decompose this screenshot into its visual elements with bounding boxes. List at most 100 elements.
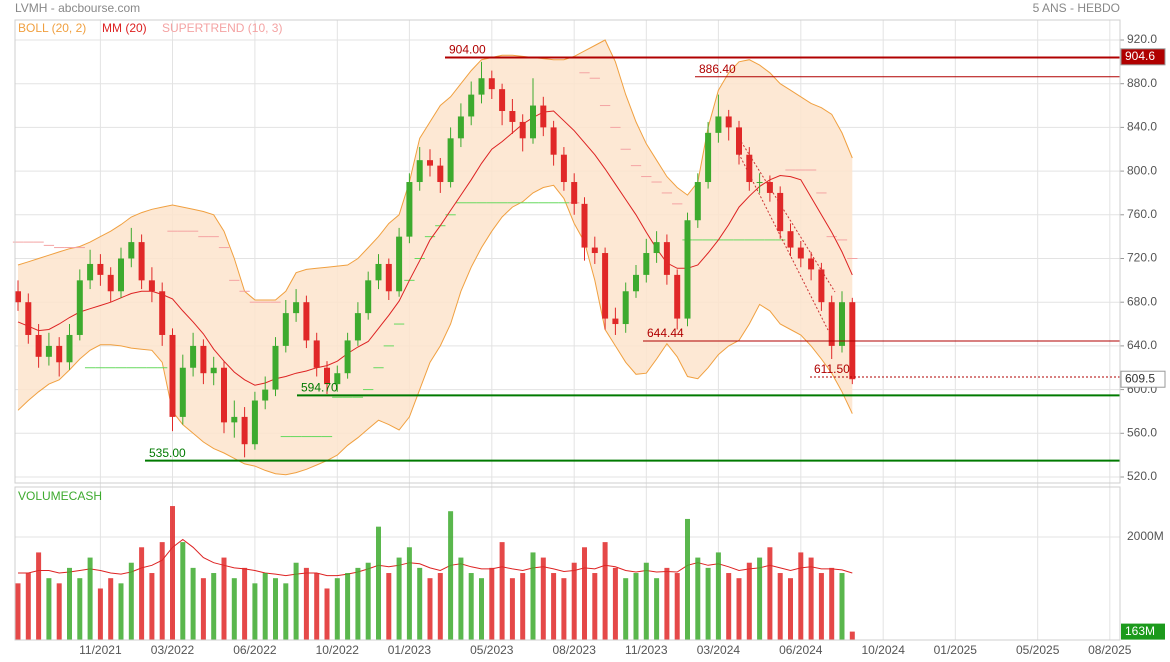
candle-body xyxy=(674,274,681,319)
volume-bar xyxy=(602,542,608,640)
candle-body xyxy=(406,182,413,237)
x-tick-label: 08/2023 xyxy=(553,643,597,657)
candle-body xyxy=(190,345,197,368)
volume-title: VOLUMECASH xyxy=(18,489,102,503)
volume-bar xyxy=(211,573,217,640)
volume-bar xyxy=(777,573,783,640)
legend-entry: SUPERTREND (10, 3) xyxy=(162,21,282,35)
x-tick-label: 10/2022 xyxy=(316,643,360,657)
volume-bar xyxy=(540,557,546,640)
volume-bar xyxy=(417,567,423,640)
candle-body xyxy=(839,302,845,346)
volume-bar xyxy=(437,573,443,640)
volume-bar xyxy=(252,583,258,640)
volume-bar xyxy=(592,573,598,640)
candle-body xyxy=(797,247,804,259)
candle-body xyxy=(602,253,609,319)
candle-body xyxy=(787,231,794,248)
candle-body xyxy=(138,242,145,281)
candle-body xyxy=(777,192,784,232)
candle-body xyxy=(581,203,588,248)
candle-body xyxy=(375,263,382,281)
candle-body xyxy=(519,121,526,139)
x-tick-label: 05/2023 xyxy=(470,643,514,657)
volume-bar xyxy=(396,557,402,640)
candle-body xyxy=(612,318,619,325)
candle-body xyxy=(293,302,300,314)
candle-body xyxy=(828,302,835,346)
candle-body xyxy=(66,334,73,363)
volume-bar xyxy=(334,578,340,640)
volume-bar xyxy=(365,562,371,640)
candle-body xyxy=(324,367,330,385)
volume-average xyxy=(18,538,853,577)
candle-body xyxy=(633,274,639,292)
volume-bar xyxy=(427,578,433,640)
volume-bar xyxy=(509,578,515,640)
volume-bar xyxy=(324,588,330,640)
candle-body xyxy=(416,160,423,183)
candle-body xyxy=(169,334,176,417)
volume-bar xyxy=(808,557,814,640)
volume-panel xyxy=(14,486,1121,641)
x-tick-label: 06/2022 xyxy=(233,643,277,657)
volume-bar xyxy=(293,562,299,640)
volume-bar xyxy=(674,573,680,640)
volume-bar xyxy=(499,542,505,640)
y-tick-label: 640.0 xyxy=(1127,338,1157,352)
volume-bar xyxy=(36,552,42,640)
candle-body xyxy=(694,182,701,221)
volume-bar xyxy=(458,557,464,640)
volume-bar xyxy=(551,573,557,640)
candle-body xyxy=(622,291,629,325)
volume-bar xyxy=(849,631,855,640)
candle-body xyxy=(210,367,217,374)
volume-bar xyxy=(736,578,742,640)
volume-bar xyxy=(705,567,711,640)
candle-body xyxy=(303,302,310,341)
volume-bar xyxy=(273,578,278,640)
volume-bar xyxy=(767,547,773,640)
volume-bar xyxy=(262,573,268,640)
candle-body xyxy=(45,345,52,357)
candle-body xyxy=(76,280,83,335)
volume-bar xyxy=(221,557,227,640)
volume-bar xyxy=(715,552,721,640)
x-tick-label: 06/2024 xyxy=(779,643,823,657)
candle-body xyxy=(200,345,207,374)
volume-bar xyxy=(654,578,660,640)
volume-bar xyxy=(386,573,392,640)
period: 5 ANS - HEBDO xyxy=(1033,1,1120,15)
y-tick-label: 520.0 xyxy=(1127,469,1157,483)
candle-body xyxy=(818,269,825,303)
candle-body xyxy=(396,236,403,292)
y-tick-label: 840.0 xyxy=(1127,120,1157,134)
candle-body xyxy=(221,367,227,423)
volume-bar xyxy=(314,573,320,640)
candle-body xyxy=(118,258,124,292)
volume-bar xyxy=(448,511,454,640)
volume-bar xyxy=(159,542,165,640)
volume-bar xyxy=(520,573,526,640)
candle-body xyxy=(684,220,691,319)
bollinger-upper xyxy=(17,39,853,301)
y-tick-label: 2000M xyxy=(1127,529,1164,543)
candle-body xyxy=(313,340,320,368)
volume-bar xyxy=(56,583,62,640)
candle-body xyxy=(159,291,166,335)
y-tick-label: 760.0 xyxy=(1127,207,1157,221)
candle-body xyxy=(468,94,475,117)
candle-body xyxy=(35,334,42,357)
volume-bar xyxy=(623,578,629,640)
x-tick-label: 10/2024 xyxy=(862,643,906,657)
legend-entry: BOLL (20, 2) xyxy=(18,21,86,35)
price-badge xyxy=(1120,370,1166,388)
volume-bar xyxy=(561,578,567,640)
volume-bar xyxy=(242,567,248,640)
volume-bar xyxy=(571,562,577,640)
volume-bar xyxy=(376,526,381,640)
candle-body xyxy=(808,258,815,270)
volume-bar xyxy=(108,578,114,640)
